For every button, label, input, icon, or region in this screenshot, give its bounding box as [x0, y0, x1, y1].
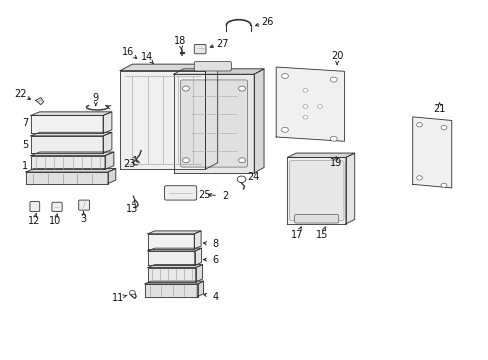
Polygon shape	[120, 71, 205, 169]
Circle shape	[416, 176, 422, 180]
Text: 6: 6	[212, 255, 218, 265]
Circle shape	[440, 126, 446, 130]
Circle shape	[129, 291, 135, 295]
Text: 13: 13	[126, 204, 138, 214]
Circle shape	[330, 77, 336, 82]
Circle shape	[238, 158, 245, 163]
Circle shape	[330, 136, 336, 141]
Text: 24: 24	[246, 172, 259, 182]
Polygon shape	[148, 267, 195, 282]
Circle shape	[182, 158, 189, 163]
Circle shape	[317, 105, 322, 108]
Circle shape	[281, 127, 288, 132]
FancyBboxPatch shape	[52, 202, 62, 212]
Text: 20: 20	[330, 51, 343, 61]
Polygon shape	[254, 69, 264, 173]
Text: 1: 1	[22, 161, 28, 171]
Text: 26: 26	[261, 17, 274, 27]
Text: 14: 14	[141, 52, 153, 62]
Polygon shape	[145, 284, 197, 297]
Polygon shape	[412, 117, 451, 188]
Circle shape	[303, 89, 307, 92]
Text: 12: 12	[28, 216, 40, 226]
Polygon shape	[103, 112, 112, 134]
Polygon shape	[194, 248, 201, 265]
Polygon shape	[287, 153, 354, 157]
Polygon shape	[31, 132, 112, 136]
Text: 4: 4	[212, 292, 218, 302]
Text: 7: 7	[22, 118, 28, 128]
Polygon shape	[148, 234, 194, 249]
Text: 23: 23	[123, 159, 136, 169]
Polygon shape	[195, 265, 202, 282]
FancyBboxPatch shape	[194, 44, 205, 54]
Polygon shape	[148, 251, 194, 265]
Circle shape	[416, 123, 422, 127]
Circle shape	[238, 86, 245, 91]
Polygon shape	[31, 116, 103, 134]
Text: 19: 19	[329, 158, 342, 168]
Text: 21: 21	[432, 104, 445, 114]
Polygon shape	[31, 152, 114, 156]
Text: 16: 16	[122, 46, 134, 57]
Polygon shape	[26, 168, 116, 172]
Circle shape	[237, 176, 245, 183]
Circle shape	[182, 86, 189, 91]
Circle shape	[281, 73, 288, 78]
Polygon shape	[287, 157, 345, 224]
Polygon shape	[148, 231, 201, 234]
Text: 17: 17	[290, 230, 303, 239]
Polygon shape	[26, 172, 108, 184]
Text: 18: 18	[174, 36, 186, 46]
FancyBboxPatch shape	[180, 80, 247, 167]
Text: 22: 22	[14, 89, 26, 99]
Text: 25: 25	[198, 190, 210, 200]
FancyBboxPatch shape	[30, 202, 40, 212]
Polygon shape	[173, 74, 254, 173]
Polygon shape	[194, 231, 201, 249]
FancyBboxPatch shape	[164, 186, 196, 200]
Polygon shape	[345, 153, 354, 224]
Circle shape	[303, 105, 307, 108]
Polygon shape	[120, 64, 217, 71]
Text: 9: 9	[93, 93, 99, 103]
Text: 27: 27	[216, 39, 228, 49]
Text: 11: 11	[111, 293, 123, 303]
Polygon shape	[31, 112, 112, 116]
Circle shape	[303, 116, 307, 119]
Text: 8: 8	[212, 239, 218, 249]
Text: 2: 2	[222, 191, 228, 201]
Polygon shape	[276, 67, 344, 141]
Text: 5: 5	[22, 140, 28, 150]
Polygon shape	[31, 136, 103, 153]
FancyBboxPatch shape	[79, 200, 89, 210]
FancyBboxPatch shape	[194, 62, 231, 71]
Polygon shape	[31, 156, 105, 169]
FancyBboxPatch shape	[294, 215, 338, 223]
Text: 3: 3	[81, 215, 86, 224]
Text: 15: 15	[316, 230, 328, 239]
Polygon shape	[103, 132, 112, 153]
Polygon shape	[148, 248, 201, 251]
Text: 10: 10	[49, 216, 61, 226]
Polygon shape	[108, 168, 116, 184]
Polygon shape	[105, 152, 114, 169]
Polygon shape	[36, 98, 43, 105]
Polygon shape	[197, 281, 203, 297]
Polygon shape	[205, 64, 217, 169]
Polygon shape	[148, 265, 202, 267]
FancyBboxPatch shape	[289, 161, 343, 221]
Circle shape	[440, 183, 446, 188]
Polygon shape	[173, 69, 264, 74]
Polygon shape	[145, 281, 203, 284]
